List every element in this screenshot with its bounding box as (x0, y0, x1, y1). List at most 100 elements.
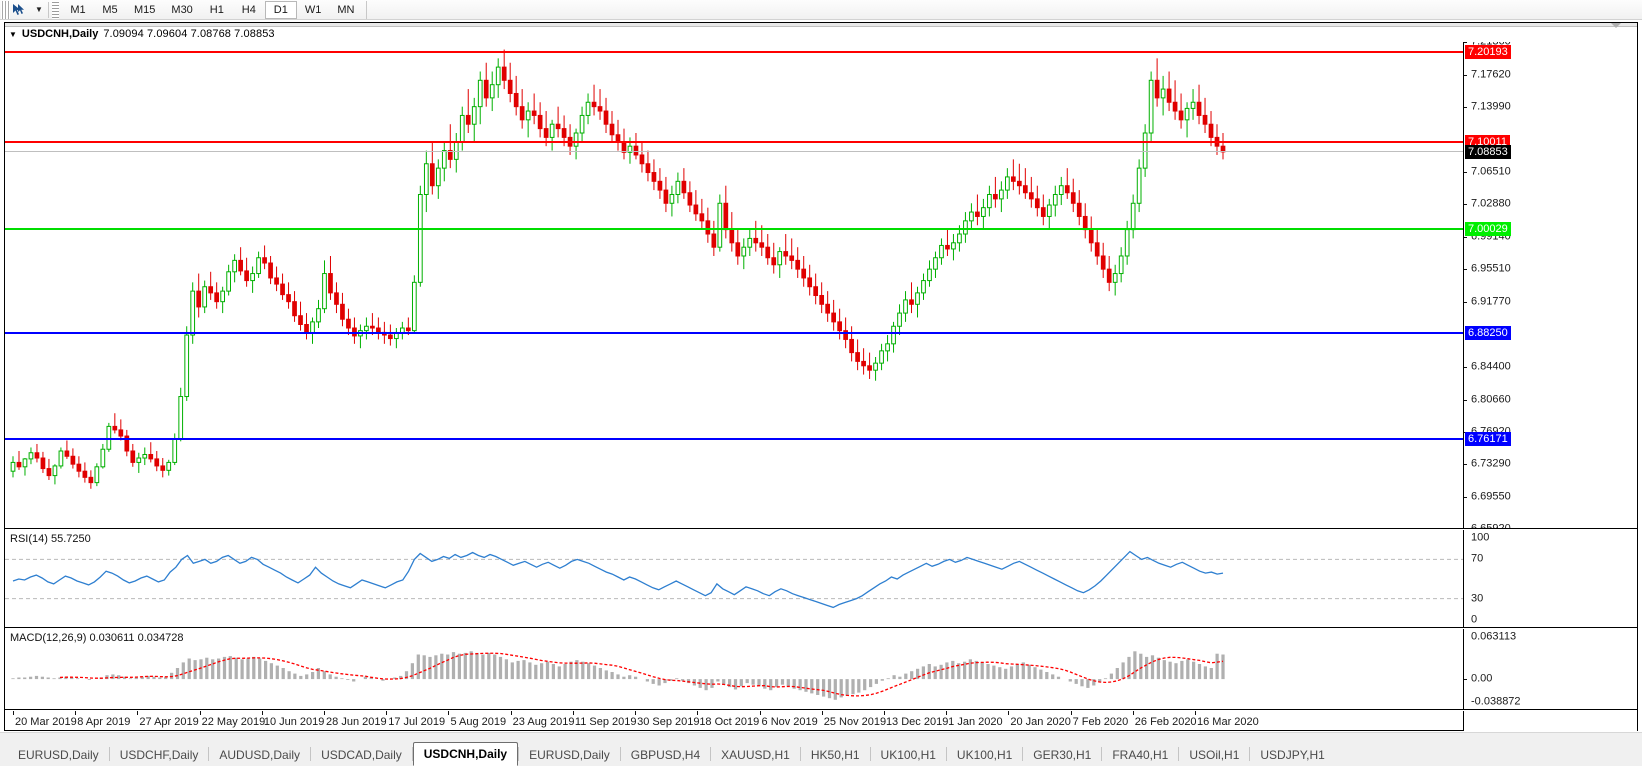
chart-tab-xauusd-h1[interactable]: XAUUSD,H1 (721, 748, 790, 762)
price-axis-label: 6.84400 (1471, 360, 1511, 373)
price-level-line-last-price[interactable] (5, 150, 1463, 152)
macd-histogram (11, 651, 1225, 700)
chart-tab-bar[interactable]: EURUSD,Daily USDCHF,Daily AUDUSD,Daily USDC… (0, 732, 1642, 766)
price-axis-tag-pivot-level[interactable]: 7.00029 (1465, 222, 1511, 237)
macd-axis-label: 0.00 (1471, 672, 1493, 685)
tab-divider (108, 747, 110, 761)
date-axis-tick (1070, 711, 1072, 715)
price-axis-tick (1464, 172, 1467, 174)
chart-symbol-label: USDCNH,Daily (21, 28, 99, 40)
price-axis-label: 7.21360 (1471, 42, 1511, 48)
chart-tab-fra40-h1[interactable]: FRA40,H1 (1112, 748, 1169, 762)
chart-tab-ger30-h1[interactable]: GER30,H1 (1033, 748, 1092, 762)
price-axis-label: 6.80660 (1471, 393, 1511, 406)
price-axis-tag-resistance-upper[interactable]: 7.20193 (1465, 45, 1511, 60)
price-axis-tick (1464, 399, 1467, 401)
price-axis-tick (1464, 42, 1467, 43)
tab-divider (619, 747, 621, 761)
rsi-pane[interactable]: RSI(14) 55.7250 100 70 30 0 (5, 530, 1637, 628)
tab-divider (1022, 747, 1024, 761)
timeframe-button-mn[interactable]: MN (337, 3, 355, 16)
date-axis-label: 30 Sep 2019 (637, 716, 700, 728)
timeframe-button-m15[interactable]: M15 (134, 3, 156, 16)
chart-window[interactable]: ▼ USDCNH,Daily 7.09094 7.09604 7.08768 7… (4, 22, 1638, 731)
chart-tab-gbpusd-h4[interactable]: GBPUSD,H4 (630, 748, 701, 762)
timeframe-button-d1[interactable]: D1 (264, 0, 297, 19)
date-axis[interactable]: 20 Mar 2019 8 Apr 2019 27 Apr 2019 22 May 2… (5, 711, 1637, 731)
chart-tab-eurusd-daily[interactable]: EURUSD,Daily (18, 748, 99, 762)
chart-tab-usoil-h1[interactable]: USOil,H1 (1189, 748, 1240, 762)
timeframe-buttons: M1 M5 M15 M30 H1 H4 D1 W1 MN (62, 0, 362, 19)
macd-axis-label: 0.063113 (1471, 630, 1517, 643)
tab-divider (411, 747, 413, 761)
chart-tab-usdchf-daily[interactable]: USDCHF,Daily (119, 748, 199, 762)
symbol-header: ▼ USDCNH,Daily 7.09094 7.09604 7.08768 7… (5, 27, 275, 41)
timeframe-button-w1[interactable]: W1 (304, 3, 322, 16)
date-axis-tick (1008, 711, 1010, 715)
tab-divider (1101, 747, 1103, 761)
chart-tab-usdcad-daily[interactable]: USDCAD,Daily (321, 748, 402, 762)
macd-pane[interactable]: MACD(12,26,9) 0.030611 0.034728 0.063113… (5, 629, 1637, 710)
date-axis-tick (386, 711, 388, 715)
price-axis-tag-last-price[interactable]: 7.08853 (1465, 144, 1511, 159)
timeframe-group-handle[interactable] (52, 0, 59, 19)
chart-tab-usdjpy-h1[interactable]: USDJPY,H1 (1260, 748, 1325, 762)
price-plot-area[interactable] (5, 42, 1463, 528)
date-axis-tick (13, 711, 14, 715)
macd-axis[interactable]: 0.063113 0.00 -0.038872 (1463, 629, 1637, 709)
price-axis-label: 6.91770 (1471, 295, 1511, 308)
date-axis-label: 6 Nov 2019 (761, 716, 818, 728)
price-level-line-resistance-upper[interactable] (5, 51, 1463, 54)
timeframe-button-m1[interactable]: M1 (70, 3, 86, 16)
tab-divider (945, 747, 947, 761)
timeframe-button-m30[interactable]: M30 (171, 3, 193, 16)
tab-divider (799, 747, 801, 761)
price-level-line-pivot-level[interactable] (5, 228, 1463, 231)
toolbar-dropdown-icon[interactable]: ▼ (35, 5, 43, 14)
tab-divider (310, 747, 312, 761)
macd-series (11, 651, 1225, 700)
chart-tab-audusd-daily[interactable]: AUDUSD,Daily (219, 748, 301, 762)
price-axis-label: 7.02880 (1471, 197, 1511, 210)
chart-tab-uk100-h1[interactable]: UK100,H1 (880, 748, 936, 762)
price-axis-tick (1464, 464, 1467, 466)
price-axis-label: 6.65920 (1471, 523, 1511, 528)
date-axis-label: 13 Dec 2019 (885, 716, 949, 728)
price-axis-tag-support-upper[interactable]: 6.88250 (1465, 325, 1511, 340)
rsi-axis-label: 100 (1471, 531, 1490, 544)
macd-plot-area[interactable] (5, 629, 1463, 709)
date-axis-tick (1195, 711, 1196, 715)
price-level-line-support-lower[interactable] (5, 437, 1463, 440)
rsi-axis-label: 70 (1471, 552, 1484, 565)
price-level-line-resistance-lower[interactable] (5, 140, 1463, 143)
price-axis[interactable]: 7.21360 7.17620 7.13990 7.06510 7.02880 6.991… (1463, 42, 1637, 528)
chart-scrollbar[interactable] (5, 23, 1637, 28)
rsi-axis-label: 0 (1471, 613, 1478, 626)
timeframe-button-m5[interactable]: M5 (102, 3, 118, 16)
price-pane[interactable]: 7.21360 7.17620 7.13990 7.06510 7.02880 6.991… (5, 42, 1637, 529)
timeframe-button-h1[interactable]: H1 (209, 3, 224, 16)
macd-axis-label: -0.038872 (1471, 695, 1521, 708)
chart-tab-uk100-h1[interactable]: UK100,H1 (956, 748, 1013, 762)
rsi-axis-label: 30 (1471, 592, 1484, 605)
rsi-line-series (5, 550, 1463, 609)
price-level-line-support-upper[interactable] (5, 331, 1463, 334)
rsi-axis[interactable]: 100 70 30 0 (1463, 530, 1637, 627)
tab-divider (710, 747, 712, 761)
rsi-plot-area[interactable] (5, 530, 1463, 627)
chart-tab-eurusd-daily[interactable]: EURUSD,Daily (529, 748, 610, 762)
price-axis-tag-support-lower[interactable]: 6.76171 (1465, 431, 1511, 446)
chevron-down-icon[interactable]: ▼ (9, 29, 17, 39)
chart-tab-usdcnh-daily[interactable]: USDCNH,Daily (412, 742, 519, 766)
chart-tab-hk50-h1[interactable]: HK50,H1 (810, 748, 860, 762)
toolbar-separator (48, 1, 49, 18)
date-axis-label: 27 Apr 2019 (139, 716, 199, 728)
timeframe-button-h4[interactable]: H4 (241, 3, 256, 16)
date-axis-label: 25 Nov 2019 (823, 716, 887, 728)
date-axis-tick (572, 711, 574, 715)
date-axis-label: 1 Jan 2020 (948, 716, 1003, 728)
tab-divider (869, 747, 871, 761)
crosshair-cursor-icon[interactable] (10, 1, 32, 19)
toolbar-drag-handle[interactable] (1, 0, 10, 19)
